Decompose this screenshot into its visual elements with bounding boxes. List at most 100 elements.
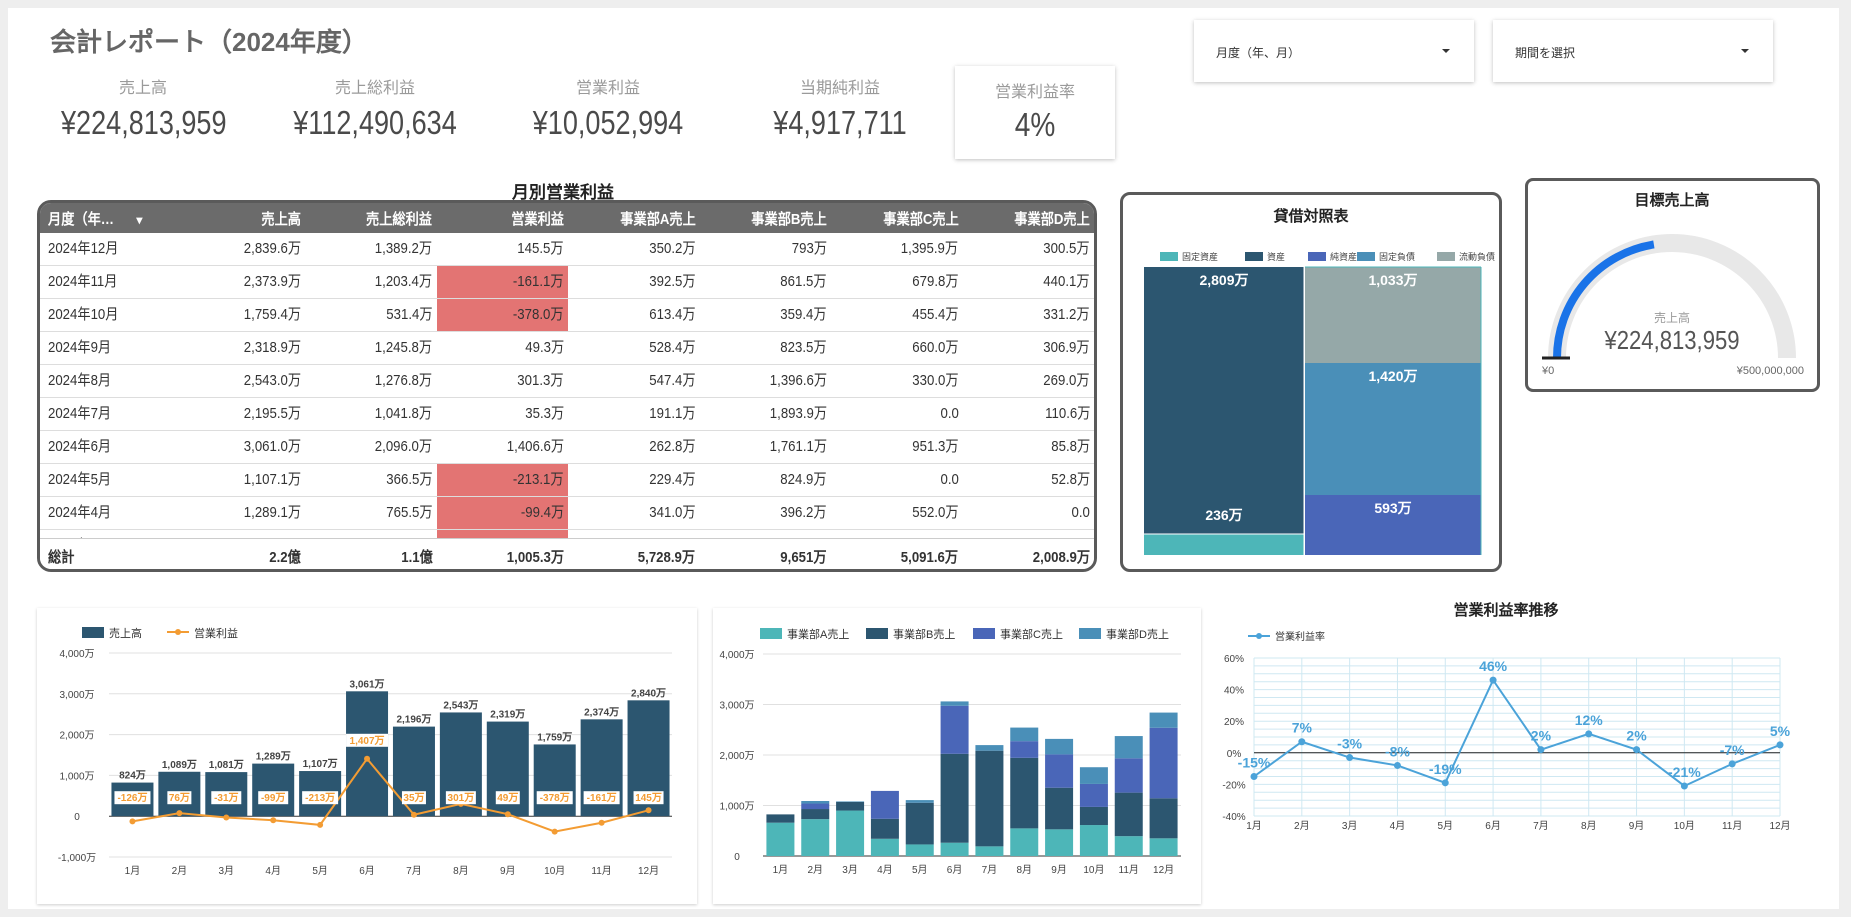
column-header[interactable]: 事業部D売上 [963, 208, 1095, 229]
margin-point[interactable] [1633, 746, 1641, 754]
table-row[interactable]: 2024年8月 2,543.0万 1,276.8万 301.3万 547.4万 1,396… [40, 365, 1094, 398]
fixed-assets-block[interactable] [1144, 534, 1304, 555]
stacked-bar-segment[interactable] [975, 846, 1004, 856]
stacked-bar-segment[interactable] [766, 814, 795, 823]
margin-point[interactable] [1393, 761, 1401, 769]
stacked-bar-segment[interactable] [801, 809, 830, 820]
stacked-bar-segment[interactable] [1114, 836, 1143, 856]
stacked-bar-segment[interactable] [1010, 741, 1039, 758]
profit-point[interactable] [645, 807, 652, 814]
stacked-bar-segment[interactable] [1079, 806, 1108, 826]
stacked-bar-segment[interactable] [1149, 838, 1178, 856]
net-assets-block[interactable] [1305, 495, 1481, 555]
stacked-bar-segment[interactable] [1079, 767, 1108, 784]
profit-point[interactable] [270, 817, 277, 824]
table-row[interactable]: 2024年4月 1,289.1万 765.5万 -99.4万 341.0万 396.2万 5… [40, 497, 1094, 530]
margin-point[interactable] [1585, 730, 1593, 738]
table-row[interactable]: 2024年10月 1,759.4万 531.4万 -378.0万 613.4万 359.4… [40, 299, 1094, 332]
table-cell: 528.4万 [568, 332, 700, 364]
stacked-bar-segment[interactable] [975, 750, 1004, 847]
current-liabilities-block[interactable] [1305, 267, 1481, 363]
profit-point[interactable] [223, 814, 230, 821]
stacked-bar-segment[interactable] [1079, 825, 1108, 856]
stacked-bar-segment[interactable] [801, 801, 830, 804]
stacked-bar-segment[interactable] [1045, 738, 1074, 755]
stacked-bar-segment[interactable] [1045, 787, 1074, 830]
stacked-bar-segment[interactable] [1149, 798, 1178, 839]
profit-point[interactable] [598, 819, 605, 826]
stacked-bar-segment[interactable] [1149, 727, 1178, 799]
stacked-bar-segment[interactable] [836, 810, 865, 856]
column-header[interactable]: 事業部A売上 [568, 208, 700, 229]
stacked-bar-segment[interactable] [801, 819, 830, 856]
sales-bar[interactable] [252, 763, 295, 817]
table-row[interactable]: 2024年6月 3,061.0万 2,096.0万 1,406.6万 262.8万 1,7… [40, 431, 1094, 464]
table-cell: 1,080.7万 [174, 530, 306, 538]
sales-bar[interactable] [533, 744, 576, 817]
column-header[interactable]: 売上総利益 [305, 208, 437, 229]
table-row[interactable]: 2024年3月 1,080.7万 521.1万 -30.7万 896.7万 184万 0.0… [40, 530, 1094, 538]
fixed-liabilities-block[interactable] [1305, 363, 1481, 495]
margin-point[interactable] [1537, 746, 1545, 754]
stacked-bar-segment[interactable] [1114, 792, 1143, 837]
table-cell: 145.5万 [437, 233, 569, 265]
balance-sheet-chart: 貸借対照表 固定資産 資産 純資産 固定負債 流動負債 2,809万 236万 1,03… [1144, 207, 1495, 555]
sort-caret-icon[interactable]: ▾ [133, 212, 143, 227]
profit-point[interactable] [317, 821, 324, 828]
stacked-bar-segment[interactable] [905, 802, 934, 845]
table-row[interactable]: 2024年11月 2,373.9万 1,203.4万 -161.1万 392.5万 861… [40, 266, 1094, 299]
table-row[interactable]: 2024年7月 2,195.5万 1,041.8万 35.3万 191.1万 1,893.… [40, 398, 1094, 431]
sales-bar[interactable] [346, 691, 389, 817]
profit-point[interactable] [129, 818, 136, 825]
x-tick-label: 5月 [312, 865, 328, 877]
stacked-bar-segment[interactable] [801, 803, 830, 810]
column-header[interactable]: 事業部B売上 [700, 208, 832, 229]
stacked-bar-segment[interactable] [1045, 754, 1074, 788]
stacked-bar-segment[interactable] [836, 801, 865, 802]
stacked-bar-segment[interactable] [905, 800, 934, 803]
stacked-bar-segment[interactable] [870, 818, 899, 839]
stacked-bar-segment[interactable] [870, 838, 899, 856]
profit-point[interactable] [504, 811, 511, 818]
profit-point[interactable] [176, 810, 183, 817]
assets-block[interactable] [1144, 267, 1304, 552]
stacked-bar-segment[interactable] [1045, 829, 1074, 856]
profit-point[interactable] [364, 755, 371, 762]
margin-point[interactable] [1776, 741, 1784, 749]
table-row[interactable]: 2024年12月 2,839.6万 1,389.2万 145.5万 350.2万 793万… [40, 233, 1094, 266]
column-header-month[interactable]: 月度（年… ▾ [40, 208, 174, 229]
margin-point[interactable] [1441, 779, 1449, 787]
profit-point[interactable] [410, 811, 417, 818]
table-row[interactable]: 2024年5月 1,107.1万 366.5万 -213.1万 229.4万 824.9万… [40, 464, 1094, 497]
period-filter-dropdown[interactable]: 期間を選択 [1493, 20, 1773, 82]
stacked-bar-segment[interactable] [1010, 828, 1039, 856]
column-header[interactable]: 営業利益 [437, 208, 569, 229]
stacked-bar-segment[interactable] [1149, 712, 1178, 728]
stacked-bar-segment[interactable] [1114, 736, 1143, 759]
margin-point[interactable] [1250, 773, 1258, 780]
stacked-bar-segment[interactable] [940, 842, 969, 856]
stacked-bar-segment[interactable] [766, 822, 795, 856]
stacked-bar-segment[interactable] [870, 790, 899, 819]
stacked-bar-segment[interactable] [1010, 727, 1039, 742]
stacked-bar-segment[interactable] [940, 705, 969, 754]
stacked-bar-segment[interactable] [975, 745, 1004, 751]
stacked-bar-segment[interactable] [940, 701, 969, 706]
margin-point[interactable] [1298, 738, 1306, 746]
stacked-bar-segment[interactable] [1010, 757, 1039, 829]
table-body[interactable]: 2024年12月 2,839.6万 1,389.2万 145.5万 350.2万 793万… [40, 233, 1094, 538]
stacked-bar-segment[interactable] [940, 753, 969, 843]
margin-point[interactable] [1489, 676, 1497, 684]
margin-point[interactable] [1680, 782, 1688, 790]
profit-point[interactable] [551, 828, 558, 835]
stacked-bar-segment[interactable] [836, 801, 865, 811]
column-header[interactable]: 事業部C売上 [831, 208, 963, 229]
stacked-bar-segment[interactable] [1114, 758, 1143, 793]
stacked-bar-segment[interactable] [1079, 783, 1108, 807]
table-row[interactable]: 2024年9月 2,318.9万 1,245.8万 49.3万 528.4万 823.5万… [40, 332, 1094, 365]
margin-point[interactable] [1346, 754, 1354, 762]
month-filter-dropdown[interactable]: 月度（年、月） [1194, 20, 1474, 82]
stacked-bar-segment[interactable] [905, 844, 934, 856]
column-header[interactable]: 売上高 [174, 208, 306, 229]
margin-point[interactable] [1728, 760, 1736, 768]
